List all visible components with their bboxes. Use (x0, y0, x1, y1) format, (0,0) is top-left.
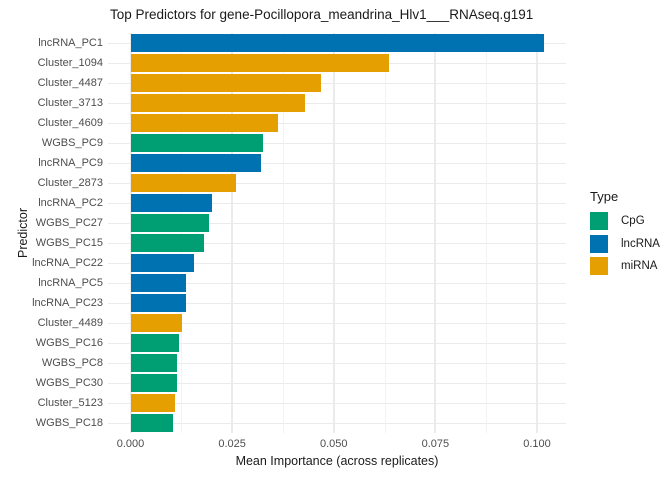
gridline-major (332, 33, 335, 433)
bar-Cluster_4489 (130, 314, 183, 332)
gridline-horizontal (108, 122, 566, 124)
legend-entry-lncRNA: lncRNA (590, 234, 660, 253)
legend-swatch-CpG (590, 212, 608, 230)
bar-lncRNA_PC9 (130, 154, 261, 172)
y-tick-label: lncRNA_PC23 (32, 297, 103, 309)
legend-label: CpG (621, 215, 645, 227)
bar-WGBS_PC30 (130, 374, 178, 392)
gridline-horizontal (108, 342, 566, 344)
bar-Cluster_5123 (130, 394, 175, 412)
bar-lncRNA_PC23 (130, 294, 187, 312)
bar-WGBS_PC15 (130, 234, 205, 252)
gridline-major (434, 33, 437, 433)
bar-Cluster_2873 (130, 174, 237, 192)
gridline-horizontal (108, 142, 566, 144)
legend-entry-CpG: CpG (590, 212, 660, 230)
gridline-horizontal (108, 382, 566, 384)
bar-WGBS_PC27 (130, 214, 209, 232)
y-tick-label: Cluster_1094 (37, 57, 103, 69)
legend-entry-miRNA: miRNA (590, 257, 660, 275)
gridline-horizontal (108, 322, 566, 324)
legend-title: Type (590, 189, 619, 204)
gridline-horizontal (108, 162, 566, 164)
gridline-minor (384, 33, 386, 433)
x-axis-labels: 0.000 0.025 0.050 0.075 0.100 (0, 438, 672, 452)
gridline-major (231, 33, 234, 433)
bar-Cluster_3713 (130, 94, 306, 112)
legend-label: miRNA (621, 260, 658, 272)
y-tick-label: lncRNA_PC22 (32, 257, 103, 269)
y-tick-label: Cluster_4489 (37, 317, 103, 329)
gridline-horizontal (108, 222, 566, 224)
x-tick-label: 0.100 (523, 438, 551, 450)
x-tick-label: 0.050 (319, 438, 348, 450)
gridline-horizontal (108, 362, 566, 364)
chart-title: Top Predictors for gene-Pocillopora_mean… (110, 7, 534, 22)
gridline-horizontal (108, 282, 566, 284)
y-tick-label: lncRNA_PC2 (38, 197, 103, 209)
gridline-horizontal (108, 182, 566, 184)
gridline-horizontal (108, 302, 566, 304)
y-tick-label: WGBS_PC30 (35, 377, 103, 389)
gridline-minor (181, 33, 183, 433)
x-tick-label: 0.000 (116, 438, 145, 450)
y-tick-label: Cluster_5123 (37, 397, 103, 409)
gridline-major (536, 33, 538, 433)
legend-entries: CpG lncRNA miRNA (590, 212, 660, 275)
legend-swatch-lncRNA (590, 234, 608, 253)
gridline-major (129, 33, 132, 433)
plot-panel (108, 33, 566, 433)
gridline-minor (282, 33, 284, 433)
gridline-horizontal (108, 102, 566, 104)
legend-label: lncRNA (621, 237, 660, 250)
gridline-horizontal (108, 422, 566, 424)
legend: Type CpG lncRNA miRNA (590, 189, 660, 280)
y-tick-label: WGBS_PC27 (35, 217, 103, 229)
y-tick-label: WGBS_PC9 (41, 137, 103, 149)
gridline-horizontal (108, 82, 566, 84)
bar-lncRNA_PC5 (130, 274, 187, 292)
bar-lncRNA_PC22 (130, 254, 194, 272)
gridline-horizontal (108, 242, 566, 244)
gridline-horizontal (108, 262, 566, 264)
bar-WGBS_PC9 (130, 134, 264, 152)
y-tick-label: WGBS_PC15 (35, 237, 103, 249)
y-tick-label: WGBS_PC18 (35, 417, 103, 429)
y-tick-label: lncRNA_PC9 (38, 157, 103, 169)
bar-WGBS_PC16 (130, 334, 179, 352)
y-tick-label: lncRNA_PC5 (38, 277, 103, 289)
y-axis-labels: lncRNA_PC1 Cluster_1094 Cluster_4487 Cluste… (0, 33, 103, 433)
bar-Cluster_1094 (130, 54, 390, 72)
gridline-minor (486, 33, 488, 433)
bar-lncRNA_PC2 (130, 194, 212, 212)
y-tick-label: WGBS_PC16 (35, 337, 103, 349)
bar-Cluster_4487 (130, 74, 322, 92)
bar-Cluster_4609 (130, 114, 278, 132)
gridline-horizontal (108, 402, 566, 404)
y-tick-label: Cluster_3713 (37, 97, 103, 109)
y-tick-label: Cluster_4487 (37, 77, 103, 89)
legend-swatch-miRNA (590, 257, 608, 275)
x-tick-label: 0.025 (218, 438, 246, 450)
y-tick-label: Cluster_4609 (37, 117, 103, 129)
bar-lncRNA_PC1 (130, 34, 544, 52)
x-axis-title: Mean Importance (across replicates) (235, 454, 439, 468)
y-tick-label: Cluster_2873 (37, 177, 103, 189)
x-tick-label: 0.075 (421, 438, 450, 450)
y-tick-label: lncRNA_PC1 (38, 37, 103, 49)
gridline-horizontal (108, 202, 566, 204)
bar-WGBS_PC8 (130, 354, 177, 372)
y-tick-label: WGBS_PC8 (41, 357, 103, 369)
bar-WGBS_PC18 (130, 414, 173, 432)
